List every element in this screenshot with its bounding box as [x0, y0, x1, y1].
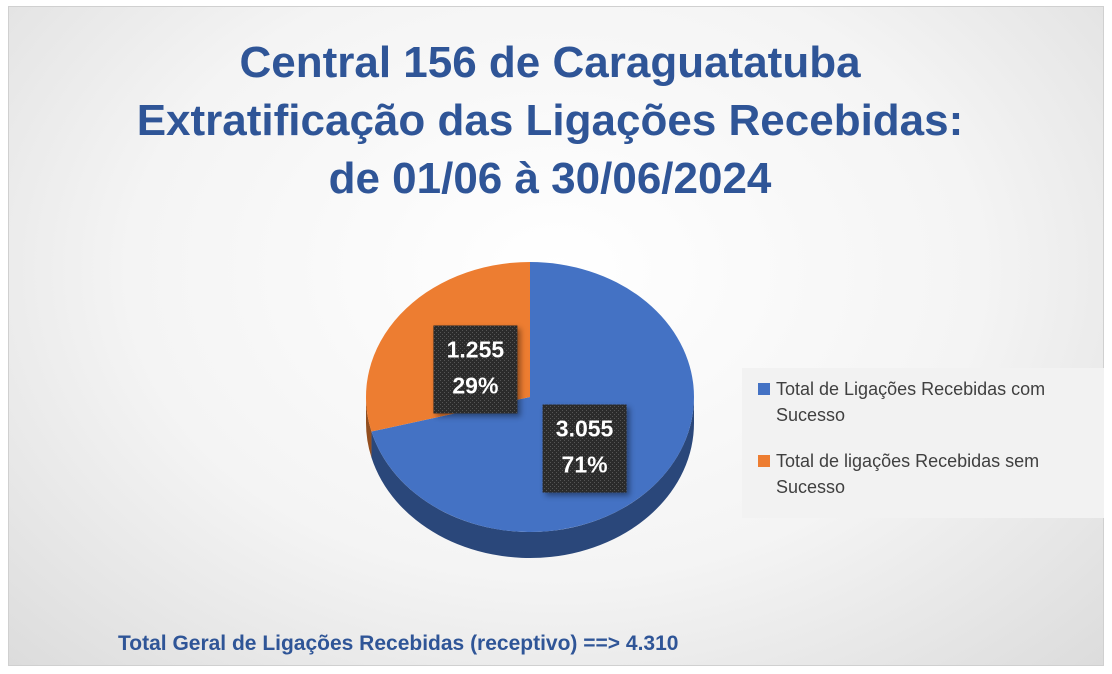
legend-item: Total de ligações Recebidas sem Sucesso [758, 448, 1106, 500]
data-label: 1.255 [447, 337, 505, 363]
percent-label: 29% [452, 373, 498, 399]
label-box [542, 404, 627, 493]
data-label: 3.055 [556, 416, 614, 442]
slice-side [366, 397, 372, 458]
legend-item: Total de Ligações Recebidas com Sucesso [758, 376, 1106, 428]
legend: Total de Ligações Recebidas com Sucesso T… [742, 368, 1104, 518]
chart-title: Central 156 de Caraguatatuba Extratifica… [136, 38, 964, 203]
percent-label: 71% [562, 452, 608, 478]
slice-side [371, 397, 694, 558]
legend-swatch [758, 455, 770, 467]
label-box [433, 325, 518, 414]
legend-swatch [758, 383, 770, 395]
footnote: Total Geral de Ligações Recebidas (recep… [118, 632, 679, 655]
